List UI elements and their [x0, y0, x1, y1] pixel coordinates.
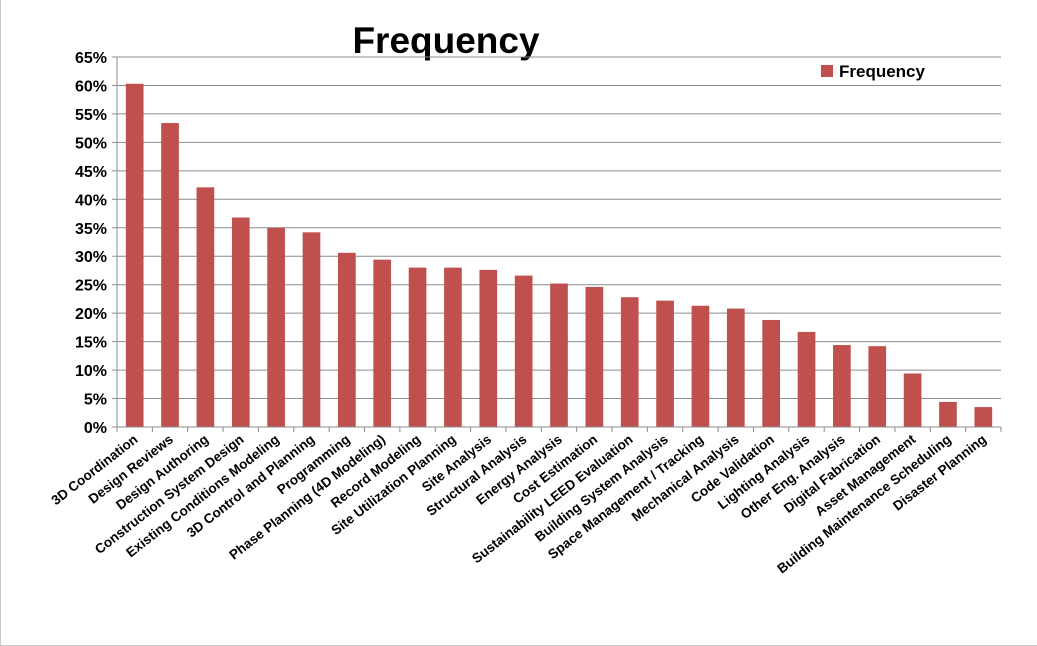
bar [408, 267, 427, 427]
y-tick-label: 30% [75, 249, 107, 266]
chart-title: Frequency [352, 20, 540, 61]
y-tick-label: 5% [84, 392, 107, 409]
bar [903, 373, 922, 427]
y-tick-label: 15% [75, 335, 107, 352]
bar [302, 232, 321, 427]
bar [161, 123, 179, 428]
bar [691, 305, 710, 427]
bar [620, 297, 639, 427]
y-tick-label: 65% [75, 50, 107, 67]
bar [833, 345, 851, 427]
y-tick-label: 55% [75, 107, 107, 124]
bar [868, 346, 887, 427]
bar [762, 319, 780, 427]
bar [656, 300, 674, 427]
bars [125, 83, 993, 428]
bar [974, 407, 993, 427]
bar [479, 269, 498, 427]
y-tick-label: 10% [75, 363, 107, 380]
y-tick-label: 50% [75, 135, 107, 152]
legend-swatch [821, 65, 833, 77]
y-tick-label: 0% [84, 420, 107, 437]
y-tick-label: 60% [75, 78, 107, 95]
y-tick-label: 40% [75, 192, 107, 209]
bar [196, 187, 215, 427]
y-tick-label: 35% [75, 221, 107, 238]
y-tick-label: 20% [75, 306, 107, 323]
bar [231, 217, 250, 427]
bar [585, 286, 604, 427]
bar [514, 275, 533, 427]
bar [726, 308, 745, 427]
bar [373, 259, 392, 427]
y-tick-label: 45% [75, 164, 107, 181]
y-axis: 0% 5% 10% 15% 20% 25% 30% 35% 40% 45% 50% 55% 60% 65% [75, 50, 118, 437]
bar [939, 401, 957, 427]
legend-label: Frequency [839, 62, 926, 81]
bar [550, 283, 568, 427]
bar [444, 267, 462, 427]
bar [125, 83, 144, 427]
bar [797, 331, 816, 427]
y-tick-label: 25% [75, 278, 107, 295]
legend: Frequency [821, 62, 926, 81]
bar [338, 252, 356, 427]
bar [267, 227, 285, 427]
